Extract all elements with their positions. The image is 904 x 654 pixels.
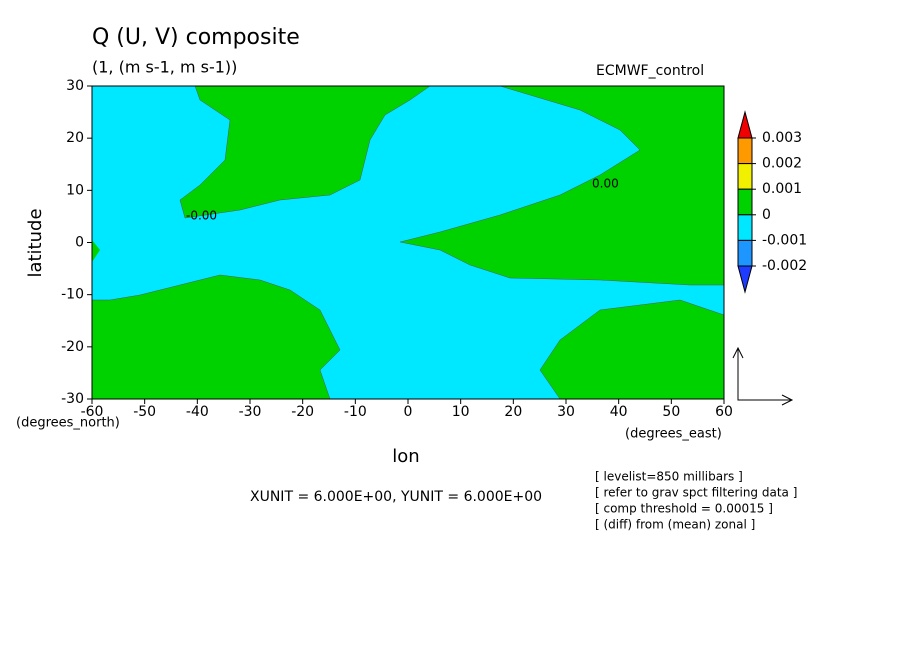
note: [ comp threshold = 0.00015 ] [595, 502, 773, 516]
colorbar-label: 0 [762, 207, 771, 223]
colorbar-label: -0.002 [762, 258, 807, 274]
x-tick-label: 10 [452, 404, 470, 420]
y-tick-label: 0 [75, 235, 84, 251]
x-tick-label: -50 [133, 404, 156, 420]
colorbar-label: 0.002 [762, 156, 802, 172]
note: [ refer to grav spct filtering data ] [595, 486, 797, 500]
x-tick-label: 60 [715, 404, 733, 420]
region [92, 240, 100, 262]
y-tick-label: 20 [66, 130, 84, 146]
y-unit-label: (degrees_north) [16, 416, 120, 431]
x-tick-label: -40 [186, 404, 209, 420]
colorbar-label: 0.001 [762, 181, 802, 197]
y-axis-label: latitude [25, 208, 46, 277]
y-tick-label: -30 [61, 391, 84, 407]
note: [ (diff) from (mean) zonal ] [595, 518, 755, 532]
colorbar-swatch [737, 214, 753, 241]
chart-title: Q (U, V) composite [92, 25, 300, 50]
colorbar-label: 0.003 [762, 130, 802, 146]
source-label: ECMWF_control [596, 63, 704, 79]
colorbar-cap [737, 265, 753, 294]
region [91, 274, 341, 400]
y-tick-label: -10 [61, 287, 84, 303]
x-tick-label: 20 [504, 404, 522, 420]
x-tick-label: 50 [662, 404, 680, 420]
note: [ levelist=850 millibars ] [595, 470, 743, 484]
contour-label: 0.00 [592, 177, 619, 191]
x-tick-label: -60 [81, 404, 104, 420]
colorbar-swatch [737, 163, 753, 190]
reference-arrow [781, 394, 794, 406]
colorbar-swatch [737, 188, 753, 216]
y-tick-label: 10 [66, 182, 84, 198]
x-axis-label: lon [392, 446, 419, 467]
subtitle: (1, (m s-1, m s-1)) [92, 58, 237, 77]
reference-arrow [737, 348, 792, 401]
contour-label: -0.00 [186, 209, 217, 223]
x-tick-label: 40 [610, 404, 628, 420]
x-tick-label: -20 [291, 404, 314, 420]
colorbar-cap [737, 110, 753, 139]
colorbar-swatch [737, 239, 753, 267]
x-unit-label: (degrees_east) [625, 427, 722, 442]
reference-arrow [732, 346, 744, 359]
x-tick-label: -10 [344, 404, 367, 420]
vector-scale: XUNIT = 6.000E+00, YUNIT = 6.000E+00 [250, 489, 542, 505]
x-tick-label: -30 [239, 404, 262, 420]
field [91, 85, 725, 400]
region [399, 85, 725, 286]
region [179, 85, 431, 219]
colorbar-swatch [737, 137, 753, 165]
reference-vector [732, 346, 794, 406]
colorbar-label: -0.001 [762, 232, 807, 248]
y-tick-label: 30 [66, 78, 84, 94]
y-tick-label: -20 [61, 339, 84, 355]
x-tick-label: 30 [557, 404, 575, 420]
x-tick-label: 0 [404, 404, 413, 420]
